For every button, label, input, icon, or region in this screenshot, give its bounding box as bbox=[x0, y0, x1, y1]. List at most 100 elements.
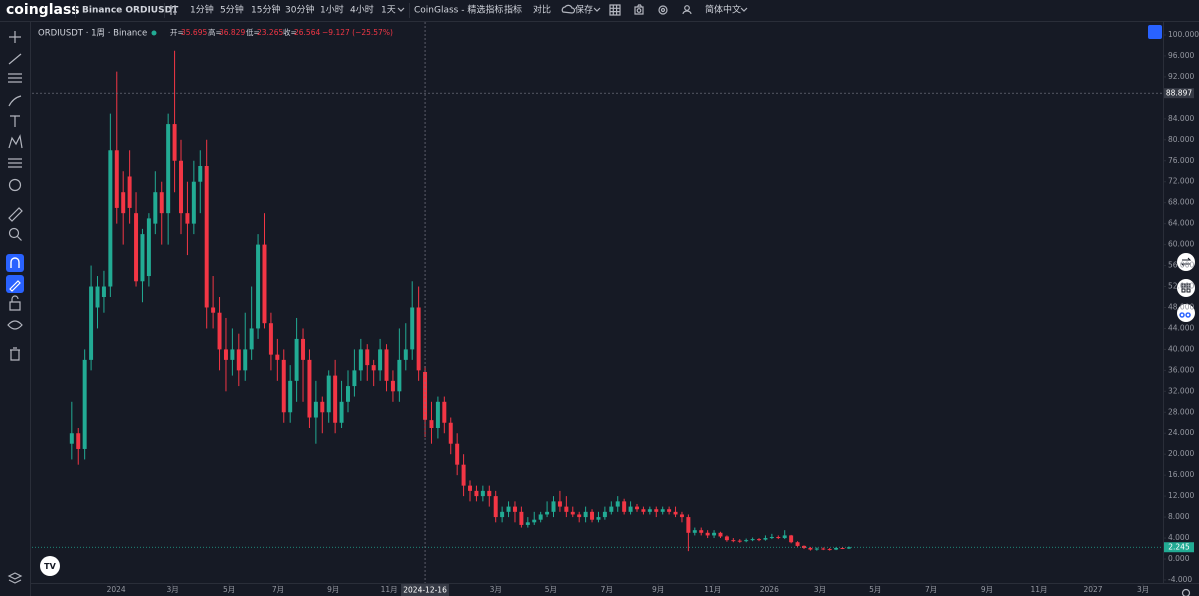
candle-body bbox=[101, 286, 106, 297]
candle-body bbox=[243, 349, 248, 371]
candle-body bbox=[564, 506, 569, 512]
tv-logo[interactable] bbox=[40, 556, 60, 576]
settings-icon[interactable] bbox=[1181, 588, 1191, 596]
logo[interactable]: coinglass bbox=[6, 2, 80, 18]
float-button[interactable] bbox=[1177, 253, 1195, 271]
candle-body bbox=[834, 547, 839, 550]
y-tick-label: -4.000 bbox=[1168, 575, 1192, 584]
pattern-tool[interactable] bbox=[8, 134, 23, 149]
candle-body bbox=[358, 349, 363, 371]
y-tick-label: 8.000 bbox=[1168, 512, 1190, 521]
chevron[interactable] bbox=[740, 7, 748, 12]
interval[interactable]: 30分钟 bbox=[285, 4, 314, 16]
candle-body bbox=[635, 506, 639, 510]
candle-body bbox=[814, 548, 819, 550]
candle-body bbox=[493, 496, 498, 518]
candle-body bbox=[846, 547, 851, 549]
candle-body bbox=[795, 542, 800, 546]
delete-tool[interactable] bbox=[10, 347, 20, 361]
scale-button[interactable] bbox=[1148, 25, 1162, 39]
candle-body bbox=[686, 517, 691, 533]
settings-icon[interactable] bbox=[658, 5, 668, 15]
interval[interactable]: 5分钟 bbox=[220, 4, 244, 16]
indicators[interactable]: 指标 bbox=[504, 4, 522, 16]
brush-tool[interactable] bbox=[8, 95, 22, 107]
candle-body bbox=[268, 323, 273, 355]
candle-body bbox=[435, 401, 440, 428]
layers-icon[interactable] bbox=[7, 572, 23, 584]
zoom-tool[interactable] bbox=[8, 227, 20, 239]
candle-body bbox=[114, 150, 119, 208]
y-tick-label: 100.000 bbox=[1168, 30, 1199, 39]
y-tick-label: 4.000 bbox=[1168, 533, 1190, 542]
candle-body bbox=[532, 519, 537, 523]
magnet-tool-active[interactable] bbox=[6, 254, 24, 272]
candle-body bbox=[769, 536, 774, 539]
legend-label: 收= bbox=[283, 27, 297, 37]
float-icon bbox=[1179, 312, 1191, 318]
candle-body bbox=[622, 501, 627, 512]
lock-tool[interactable] bbox=[9, 295, 21, 311]
float-icon bbox=[1180, 257, 1192, 267]
overlay: 2.245 88.897 2024-12-16 bbox=[32, 22, 1194, 596]
candle-body bbox=[288, 380, 293, 413]
tv-logo-text: TV bbox=[44, 562, 56, 571]
crosshair-tool[interactable] bbox=[9, 31, 21, 43]
legend-change: −9.127 (−25.57%) bbox=[322, 28, 393, 37]
legend-label: 低= bbox=[246, 27, 260, 37]
interval[interactable]: 4小时 bbox=[350, 4, 374, 16]
candle-body bbox=[294, 338, 299, 381]
y-tick-label: 68.000 bbox=[1168, 198, 1194, 207]
candle-body bbox=[718, 532, 723, 537]
candle-body bbox=[609, 506, 614, 512]
interval[interactable]: 1天 bbox=[381, 6, 396, 16]
ruler-tool[interactable] bbox=[8, 207, 23, 222]
candle-body bbox=[371, 365, 376, 371]
interval[interactable]: 1分钟 bbox=[190, 4, 214, 16]
candle-body bbox=[647, 509, 652, 512]
chart-title: ORDIUSDT · 1周 · Binance bbox=[38, 29, 147, 39]
bar-style-icon[interactable] bbox=[169, 5, 177, 15]
candle-body bbox=[230, 349, 235, 360]
candle-body bbox=[108, 150, 113, 287]
zoom-handle bbox=[17, 236, 22, 241]
compare[interactable]: 对比 bbox=[533, 4, 551, 16]
candle-body bbox=[641, 509, 646, 512]
candle-body bbox=[570, 511, 575, 515]
interval[interactable]: 15分钟 bbox=[251, 4, 280, 16]
symbol[interactable]: Binance ORDIUSDT bbox=[82, 6, 179, 16]
legend-label: 开= bbox=[170, 28, 184, 37]
visibility-tool[interactable] bbox=[7, 320, 23, 330]
y-tick-label: 24.000 bbox=[1168, 428, 1194, 437]
candle-body bbox=[512, 506, 517, 512]
chevron[interactable] bbox=[593, 7, 601, 12]
candle-body bbox=[89, 286, 94, 360]
trendline-tool[interactable] bbox=[8, 53, 22, 65]
candle-body bbox=[763, 538, 768, 540]
language[interactable]: 简体中文 bbox=[705, 4, 741, 16]
candle-body bbox=[204, 165, 209, 308]
layout-icon[interactable] bbox=[609, 4, 621, 16]
candle-body bbox=[557, 501, 562, 507]
emoji-tool[interactable] bbox=[8, 178, 22, 192]
indicators-menu[interactable]: CoinGlass - 精选指标 bbox=[414, 4, 503, 16]
cloud-icon[interactable] bbox=[561, 4, 576, 14]
candle-body bbox=[744, 540, 749, 542]
camera-icon[interactable] bbox=[634, 4, 644, 15]
user-icon[interactable] bbox=[684, 5, 690, 11]
candle-body bbox=[667, 509, 672, 512]
x-tick-label: 7月 bbox=[272, 585, 284, 594]
candle-body bbox=[172, 124, 177, 161]
y-tick-label: 20.000 bbox=[1168, 449, 1194, 458]
candle-body bbox=[95, 286, 100, 308]
settings-core bbox=[660, 7, 666, 13]
interval[interactable]: 1小时 bbox=[320, 4, 344, 16]
fib-tool[interactable] bbox=[8, 73, 22, 83]
legend-value: 35.695 bbox=[181, 28, 207, 37]
prediction-tool[interactable] bbox=[8, 158, 22, 168]
chevron[interactable] bbox=[397, 7, 405, 12]
candle-body bbox=[211, 307, 216, 313]
text-tool[interactable] bbox=[10, 115, 20, 127]
save[interactable]: 保存 bbox=[575, 4, 593, 16]
candle-body bbox=[442, 401, 447, 423]
